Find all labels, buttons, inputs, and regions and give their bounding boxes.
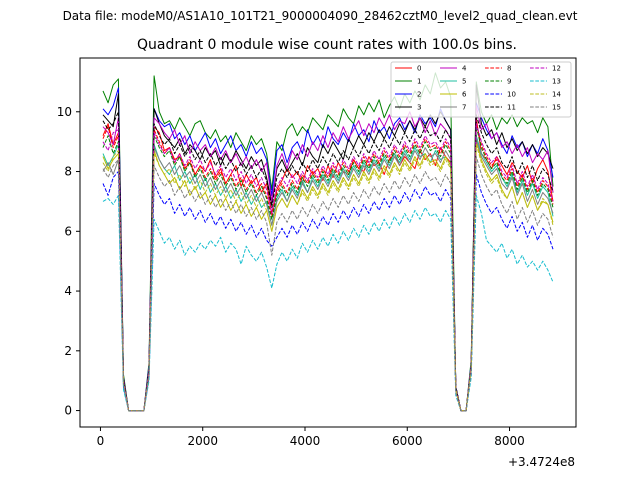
x-tick-label: 8000 <box>494 434 525 448</box>
legend-label-7: 7 <box>462 104 466 112</box>
legend-label-13: 13 <box>552 78 561 86</box>
series-line-12 <box>102 123 554 412</box>
legend-label-12: 12 <box>552 65 561 73</box>
series-line-1 <box>102 72 554 412</box>
legend-label-11: 11 <box>507 104 516 112</box>
series-line-14 <box>102 144 554 412</box>
series-line-11 <box>102 111 554 412</box>
legend-label-15: 15 <box>552 104 561 112</box>
legend-label-10: 10 <box>507 91 516 99</box>
x-tick-label: 0 <box>97 434 105 448</box>
series-line-13 <box>102 194 554 412</box>
x-tick-label: 6000 <box>392 434 423 448</box>
x-tick-label: 4000 <box>290 434 321 448</box>
legend-label-14: 14 <box>552 91 561 99</box>
series-line-6 <box>102 141 554 412</box>
plot-series-group <box>102 72 554 412</box>
series-line-7 <box>102 138 554 412</box>
y-tick-label: 0 <box>64 404 72 418</box>
chart-title: Quadrant 0 module wise count rates with … <box>137 37 517 53</box>
legend-label-6: 6 <box>462 91 467 99</box>
series-line-9 <box>102 126 554 412</box>
legend-label-4: 4 <box>462 65 467 73</box>
series-line-10 <box>102 171 554 412</box>
x-offset-label: +3.4724e8 <box>508 455 575 469</box>
plot-frame <box>79 57 577 428</box>
axis-ticks: 0 2000 4000 6000 8000 0 2 4 6 8 10 <box>57 105 525 448</box>
legend-label-8: 8 <box>507 65 511 73</box>
legend-label-1: 1 <box>417 78 421 86</box>
x-tick-label: 2000 <box>187 434 218 448</box>
series-line-3 <box>102 84 554 412</box>
y-tick-label: 10 <box>57 105 72 119</box>
series-line-15 <box>102 156 554 412</box>
series-line-5 <box>102 135 554 412</box>
y-tick-label: 4 <box>64 284 72 298</box>
chart-suptitle: Data file: modeM0/AS1A10_101T21_90000040… <box>63 9 578 23</box>
legend-label-0: 0 <box>417 65 421 73</box>
legend-label-5: 5 <box>462 78 466 86</box>
y-tick-label: 8 <box>64 165 72 179</box>
y-tick-label: 6 <box>64 224 72 238</box>
legend-label-3: 3 <box>417 104 421 112</box>
y-tick-label: 2 <box>64 344 72 358</box>
legend-box <box>390 61 572 118</box>
legend-label-2: 2 <box>417 91 421 99</box>
legend-label-9: 9 <box>507 78 511 86</box>
